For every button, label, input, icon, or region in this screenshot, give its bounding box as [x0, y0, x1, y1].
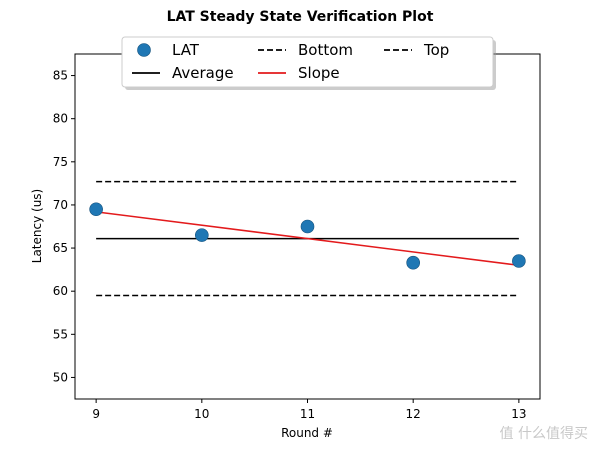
y-axis: 50 55 60 65 70 75 80 85 — [53, 69, 75, 384]
x-tick-label: 13 — [511, 407, 526, 421]
watermark: 值 什么值得买 — [500, 425, 588, 442]
legend: LAT Average Bottom Slope Top — [121, 36, 496, 90]
x-tick-label: 12 — [406, 407, 421, 421]
legend-marker-lat — [137, 43, 151, 57]
x-tick-label: 11 — [300, 407, 315, 421]
y-tick-label: 80 — [53, 112, 68, 126]
legend-label-bottom: Bottom — [298, 41, 353, 59]
data-point-lat — [300, 219, 315, 234]
legend-label-average: Average — [172, 64, 234, 82]
series-line-slope — [96, 211, 519, 267]
y-tick-label: 50 — [53, 370, 68, 384]
x-tick-label: 9 — [92, 407, 100, 421]
legend-box — [121, 36, 494, 88]
data-point-lat — [512, 254, 526, 268]
y-tick-label: 55 — [53, 327, 68, 341]
data-point-lat — [406, 255, 420, 270]
x-axis: 9 10 11 12 13 — [92, 399, 527, 421]
legend-label-slope: Slope — [298, 64, 340, 82]
y-tick-label: 65 — [53, 241, 68, 255]
y-tick-label: 75 — [53, 155, 68, 169]
series-layer — [89, 180, 526, 297]
chart-title: LAT Steady State Verification Plot — [167, 9, 434, 25]
y-axis-label: Latency (us) — [30, 189, 44, 263]
data-point-lat — [195, 228, 209, 242]
y-tick-label: 85 — [53, 69, 68, 83]
x-tick-label: 10 — [194, 407, 209, 421]
x-axis-label: Round # — [281, 426, 333, 440]
legend-label-top: Top — [423, 41, 449, 59]
legend-label-lat: LAT — [172, 41, 200, 59]
data-point-lat — [89, 202, 103, 217]
y-tick-label: 70 — [53, 198, 68, 212]
y-tick-label: 60 — [53, 284, 68, 298]
